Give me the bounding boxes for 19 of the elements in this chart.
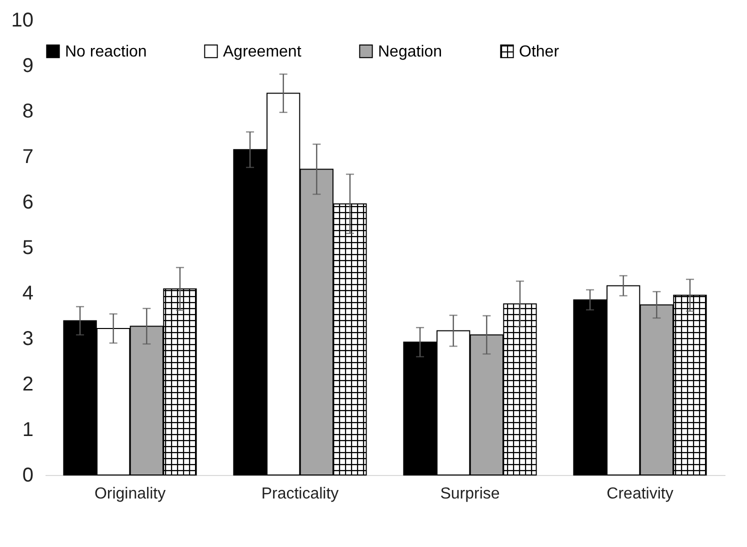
y-tick-label: 0 xyxy=(22,464,34,486)
y-tick-label: 9 xyxy=(22,55,34,77)
x-tick-label: Surprise xyxy=(440,486,500,502)
legend-label: No reaction xyxy=(65,43,147,60)
legend-label: Other xyxy=(519,43,560,60)
y-tick-label: 10 xyxy=(11,10,34,32)
y-tick-label: 7 xyxy=(22,146,34,168)
y-tick-label: 5 xyxy=(22,237,34,259)
y-tick-label: 4 xyxy=(22,282,34,304)
y-tick-label: 8 xyxy=(22,100,34,122)
x-tick-label: Practicality xyxy=(261,486,339,502)
y-tick-label: 2 xyxy=(22,374,34,396)
y-tick-label: 6 xyxy=(22,192,34,214)
x-tick-label: Originality xyxy=(94,486,166,502)
x-tick-label: Creativity xyxy=(606,486,674,502)
y-tick-label: 3 xyxy=(22,328,34,350)
legend-label: Agreement xyxy=(223,43,302,60)
legend-label: Negation xyxy=(378,43,442,60)
y-tick-label: 1 xyxy=(22,419,34,441)
